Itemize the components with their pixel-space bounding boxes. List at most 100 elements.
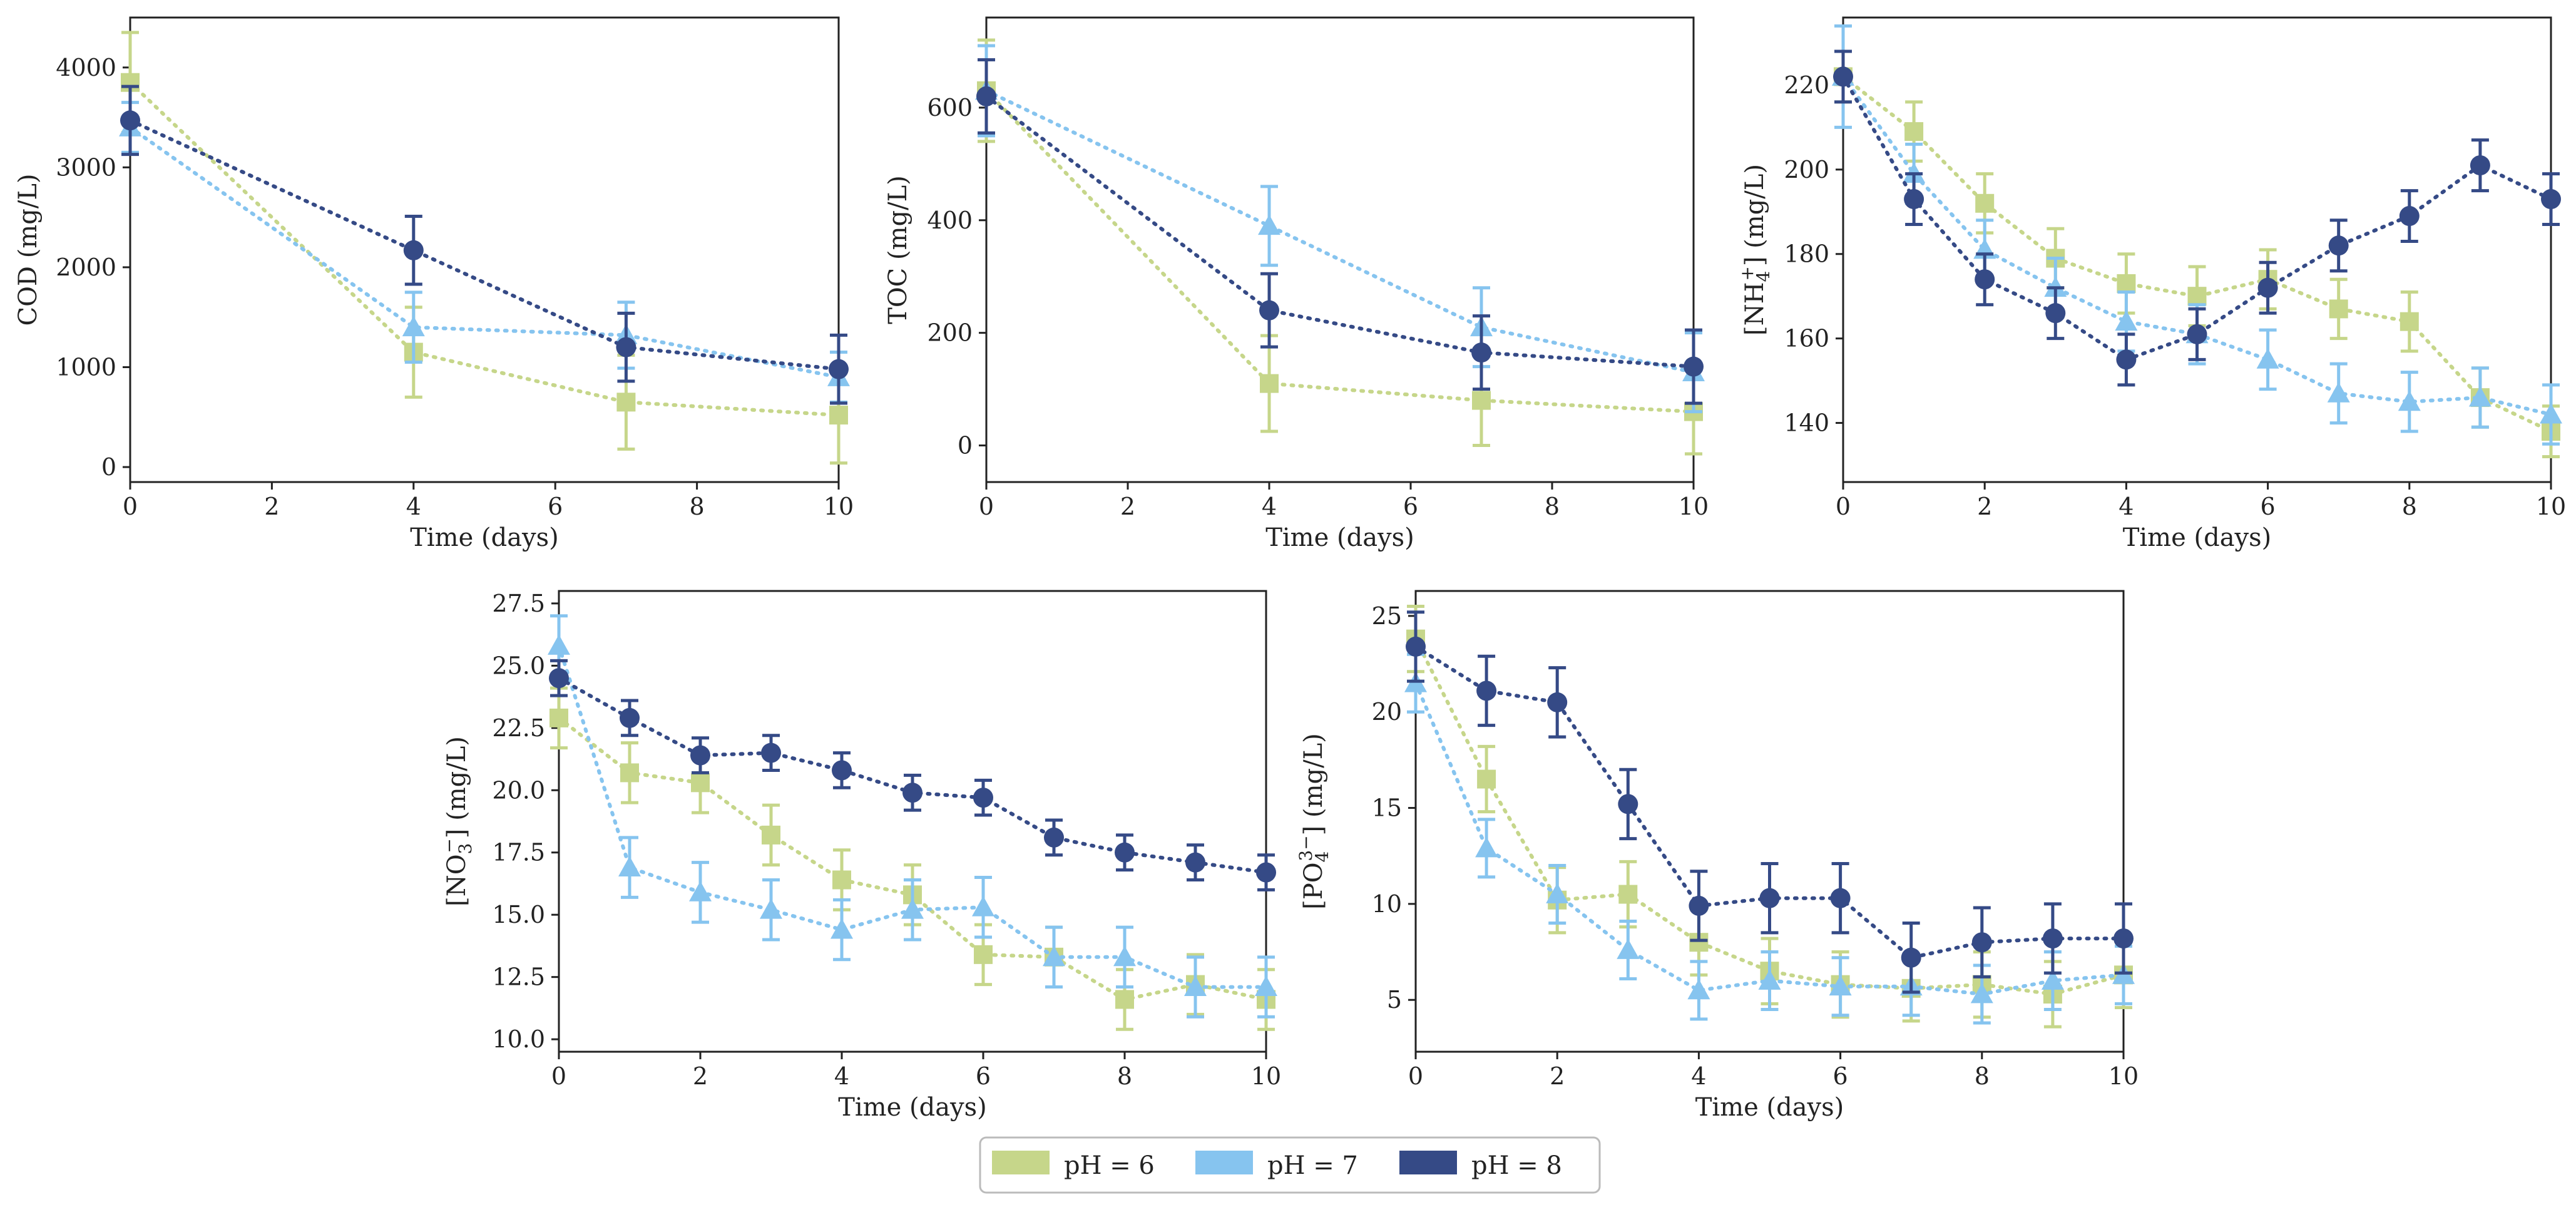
no3-ytick-label: 15.0: [492, 901, 545, 928]
no3-point-ph6: [620, 763, 639, 783]
toc-xtick-label: 8: [1545, 493, 1560, 520]
no3-plot-area: [548, 614, 1277, 1031]
toc-ylabel: TOC (mg/L): [884, 175, 912, 324]
nh4-point-ph6: [2400, 312, 2419, 331]
toc-series-ph6: [977, 38, 1703, 456]
no3-point-ph8: [832, 760, 852, 781]
no3-point-ph8: [1256, 862, 1276, 883]
subplot-toc: 0 2 4 6 8 10 0 200 400 600 Time (days) TOC (mg/L): [884, 16, 1709, 552]
no3-point-ph6: [974, 945, 993, 964]
legend-swatch-ph8: [1399, 1151, 1457, 1174]
legend-label-ph8: pH = 8: [1471, 1151, 1562, 1180]
no3-point-ph8: [690, 745, 710, 766]
toc-point-ph8: [1684, 356, 1704, 377]
no3-point-ph7: [1043, 945, 1065, 967]
po4-point-ph8: [1901, 947, 1921, 968]
toc-point-ph6: [1260, 374, 1279, 393]
no3-point-ph6: [691, 773, 710, 793]
no3-ylabel: [NO3−] (mg/L): [439, 736, 476, 906]
nh4-series-ph7: [1832, 24, 2562, 446]
toc-xtick-label: 6: [1403, 493, 1418, 520]
toc-ytick-label: 200: [927, 319, 973, 347]
toc-line-ph8: [984, 94, 1695, 369]
nh4-point-ph7: [2327, 382, 2350, 403]
po4-point-ph8: [1406, 636, 1426, 657]
legend-swatch-ph6: [992, 1151, 1050, 1174]
po4-xtick-label: 6: [1833, 1062, 1848, 1090]
no3-ytick-label: 10.0: [492, 1025, 545, 1053]
no3-point-ph7: [1255, 975, 1277, 996]
po4-ytick-label: 25: [1372, 602, 1402, 630]
po4-series-ph8: [1406, 610, 2134, 994]
cod-ytick-label: 3000: [56, 153, 116, 181]
nh4-xtick-label: 2: [1977, 493, 1992, 520]
no3-point-ph7: [1113, 945, 1136, 967]
po4-point-ph6: [1477, 769, 1496, 789]
nh4-xtick-label: 0: [1836, 493, 1851, 520]
cod-series-ph6: [121, 31, 848, 465]
nh4-ytick-label: 220: [1784, 71, 1829, 99]
po4-point-ph6: [1618, 885, 1638, 904]
cod-xtick-label: 2: [264, 493, 279, 520]
po4-point-ph7: [1687, 978, 1710, 1000]
nh4-point-ph6: [2187, 287, 2207, 306]
toc-xlabel: Time (days): [1265, 523, 1414, 552]
no3-ytick-label: 12.5: [492, 963, 545, 991]
no3-axes-frame: [558, 590, 1267, 1053]
no3-ytick-label: 17.5: [492, 839, 545, 866]
po4-point-ph8: [1618, 794, 1638, 814]
no3-xtick-label: 10: [1251, 1062, 1281, 1090]
po4-point-ph8: [1971, 932, 1992, 953]
cod-point-ph8: [120, 110, 140, 131]
nh4-point-ph8: [2470, 155, 2490, 176]
nh4-point-ph8: [2541, 189, 2561, 210]
no3-point-ph6: [1115, 990, 1134, 1009]
po4-point-ph8: [1547, 692, 1568, 712]
nh4-line-ph6: [1841, 74, 2553, 434]
no3-point-ph8: [1115, 842, 1135, 863]
cod-point-ph7: [402, 316, 425, 337]
cod-xtick-label: 4: [406, 493, 421, 520]
legend-label-ph6: pH = 6: [1064, 1151, 1155, 1180]
po4-xtick-label: 10: [2108, 1062, 2139, 1090]
no3-series-ph8: [549, 659, 1276, 891]
cod-point-ph6: [616, 393, 636, 412]
subplot-po4: 0 2 4 6 8 10 5 10 15 20 25 Time (days) [PO43−] (mg/L…: [1296, 590, 2139, 1122]
no3-point-ph7: [618, 856, 641, 876]
nh4-axes-frame: [1842, 16, 2552, 483]
no3-xtick-label: 8: [1117, 1062, 1132, 1090]
toc-ytick-label: 400: [927, 207, 973, 234]
nh4-series-ph6: [1834, 49, 2560, 459]
no3-point-ph8: [761, 742, 781, 763]
no3-ytick-label: 27.5: [492, 590, 545, 617]
no3-ytick-label: 25.0: [492, 652, 545, 679]
no3-ytick-label: 20.0: [492, 776, 545, 804]
toc-xtick-label: 0: [979, 493, 994, 520]
nh4-point-ph7: [2398, 390, 2421, 411]
nh4-point-ph8: [1975, 269, 1995, 290]
toc-point-ph7: [1258, 214, 1280, 235]
no3-series-ph7: [548, 614, 1277, 1019]
cod-xtick-label: 6: [548, 493, 563, 520]
cod-axes-frame: [129, 16, 840, 483]
nh4-point-ph8: [2257, 277, 2278, 298]
no3-point-ph7: [689, 881, 712, 901]
no3-point-ph8: [902, 783, 923, 803]
nh4-line-ph8: [1841, 74, 2553, 362]
nh4-ytick-label: 160: [1784, 325, 1829, 352]
po4-ytick-label: 20: [1372, 698, 1402, 726]
nh4-point-ph7: [2540, 403, 2562, 424]
po4-point-ph8: [1759, 888, 1780, 908]
po4-point-ph8: [1689, 895, 1709, 916]
no3-series-ph6: [549, 686, 1275, 1031]
legend-label-ph7: pH = 7: [1267, 1151, 1358, 1180]
nh4-ytick-label: 180: [1784, 240, 1829, 268]
no3-point-ph7: [972, 896, 994, 917]
cod-xtick-label: 10: [824, 493, 854, 520]
nh4-ytick-label: 140: [1784, 409, 1829, 437]
po4-point-ph7: [2041, 969, 2064, 990]
toc-point-ph8: [976, 86, 996, 106]
po4-point-ph8: [2113, 928, 2134, 949]
toc-xtick-label: 10: [1679, 493, 1709, 520]
no3-point-ph8: [973, 788, 993, 808]
